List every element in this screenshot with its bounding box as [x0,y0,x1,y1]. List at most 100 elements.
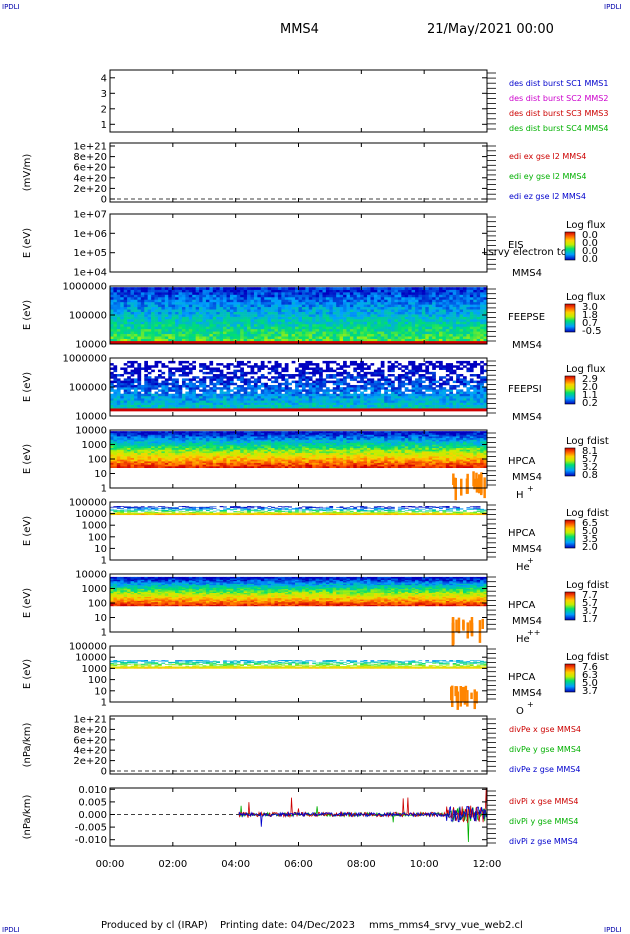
heatmap-cell [147,451,152,454]
heatmap-cell [353,311,358,315]
heatmap-cell [178,304,183,308]
heatmap-cell [123,451,128,454]
heatmap-cell [339,338,344,342]
heatmap-cell [377,406,382,410]
heatmap-cell [188,384,193,388]
heatmap-cell [380,336,385,339]
heatmap-cell [113,406,118,410]
heatmap-cell [264,384,268,388]
heatmap-cell [463,391,467,395]
heatmap-cell [247,321,251,325]
heatmap-cell [195,393,200,397]
heatmap-cell [356,294,361,298]
heatmap-cell [209,398,214,401]
heatmap-cell [168,461,172,464]
heatmap-cell [432,380,436,384]
heatmap-cell [229,395,234,399]
heatmap-cell [367,326,371,330]
heatmap-cell [463,326,467,330]
heatmap-cell [274,289,279,293]
panel-frame [109,142,488,203]
heatmap-cell [181,380,186,384]
heatmap-cell [229,406,234,410]
heatmap-cell [439,321,443,325]
heatmap-cell [329,406,334,410]
heatmap-cell [425,378,430,381]
heatmap-cell [367,328,371,332]
heatmap-cell [253,391,258,395]
heatmap-cell [353,398,358,401]
heatmap-cell [356,376,361,379]
heatmap-cell [195,292,200,295]
heatmap-cell [415,331,419,335]
heatmap-cell [346,326,351,330]
heatmap-cell [435,296,440,300]
heatmap-cell [401,296,406,300]
heatmap-cell [397,323,402,327]
heatmap-cell [130,400,135,403]
heatmap-cell [445,319,450,322]
heatmap-cell [442,304,447,308]
heatmap-cell [432,316,436,320]
heatmap-cell [260,360,265,364]
heatmap-cell [456,378,460,381]
heatmap-cell [226,287,231,290]
heatmap-cell [247,338,251,342]
heatmap-cell [370,374,375,377]
heatmap-cell [367,289,371,293]
heatmap-cell [175,437,179,440]
heatmap-cell [116,437,121,440]
heatmap-cell [295,326,299,330]
heatmap-cell [401,287,406,290]
heatmap-cell [154,306,159,310]
heatmap-cell [401,304,406,308]
heatmap-cell [202,331,207,335]
heatmap-cell [363,389,368,392]
heatmap-cell [110,442,114,445]
heatmap-cell [226,365,231,368]
heatmap-cell [295,387,299,390]
heatmap-cell [178,444,183,447]
heatmap-cell [151,456,155,459]
heatmap-cell [387,336,392,339]
heatmap-cell [480,365,484,368]
heatmap-cell [401,314,406,317]
heatmap-cell [195,387,200,390]
heatmap-cell [212,387,217,390]
heatmap-cell [439,311,443,315]
heatmap-cell [387,369,392,373]
heatmap-cell [226,400,231,403]
heatmap-cell [301,402,306,405]
heatmap-cell [151,311,155,315]
heatmap-cell [140,434,145,437]
heatmap-cell [274,316,279,320]
heatmap-cell [442,398,447,401]
heatmap-cell [236,321,241,325]
heatmap-cell [175,387,179,390]
heatmap-cell [212,299,217,303]
heatmap-cell [151,289,155,293]
heatmap-cell [308,389,313,392]
heatmap-cell [113,442,118,445]
heatmap-cell [463,289,467,293]
heatmap-cell [120,402,125,405]
heatmap-cell [277,287,282,290]
heatmap-cell [452,311,457,315]
heatmap-cell [202,316,207,320]
heatmap-cell [147,442,152,445]
heatmap-cell [151,365,155,368]
colorbar-title: Log flux [566,220,606,231]
heatmap-cell [157,338,162,342]
heatmap-cell [428,404,433,408]
heatmap-cell [260,321,265,325]
heatmap-cell [151,328,155,332]
heatmap-cell [325,402,330,405]
heatmap-cell [226,323,231,327]
heatmap-cell [428,287,433,290]
heatmap-cell [459,309,464,312]
heatmap-cell [223,326,227,330]
heatmap-cell [284,378,289,381]
heatmap-cell [445,316,450,320]
heatmap-cell [284,326,289,330]
heatmap-cell [329,402,334,405]
